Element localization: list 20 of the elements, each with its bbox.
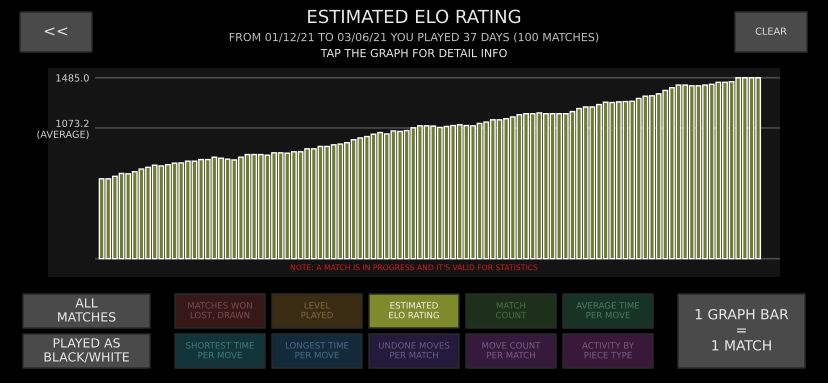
- text: LONGEST TIME PER MOVE: [286, 342, 348, 358]
- text: TAP THE GRAPH FOR DETAIL INFO: [320, 48, 507, 58]
- chart-subtitle: FROM 01/12/21 TO 03/06/21 YOU PLAYED 37 DAYS (100 MATCHES): [230, 32, 598, 43]
- text: <<: [44, 27, 68, 36]
- text: ACTIVITY BY PIECE TYPE: [582, 342, 634, 358]
- chart-title: ESTIMATED ELO RATING: [308, 10, 520, 24]
- text: ALL MATCHES: [58, 298, 116, 322]
- text: AVERAGE TIME PER MOVE: [576, 302, 640, 318]
- text: PLAYED AS BLACK/WHITE: [44, 338, 129, 363]
- text: MATCHES WON LOST, DRAWN: [188, 302, 252, 320]
- text: ESTIMATED ELO RATING: [389, 302, 439, 318]
- text: SHORTEST TIME PER MOVE: [186, 342, 254, 358]
- text: CLEAR: [756, 27, 787, 35]
- text: 1 GRAPH BAR = 1 MATCH: [696, 308, 788, 351]
- y-tick-label: 1485.0: [56, 74, 89, 82]
- text: LEVEL PLAYED: [301, 302, 333, 318]
- text: MOVE COUNT PER MATCH: [482, 342, 540, 358]
- text: MATCH COUNT: [496, 302, 526, 318]
- y-tick-label: 1073.2 (AVERAGE): [37, 120, 89, 140]
- text: UNDONE MOVES PER MATCH: [378, 342, 450, 358]
